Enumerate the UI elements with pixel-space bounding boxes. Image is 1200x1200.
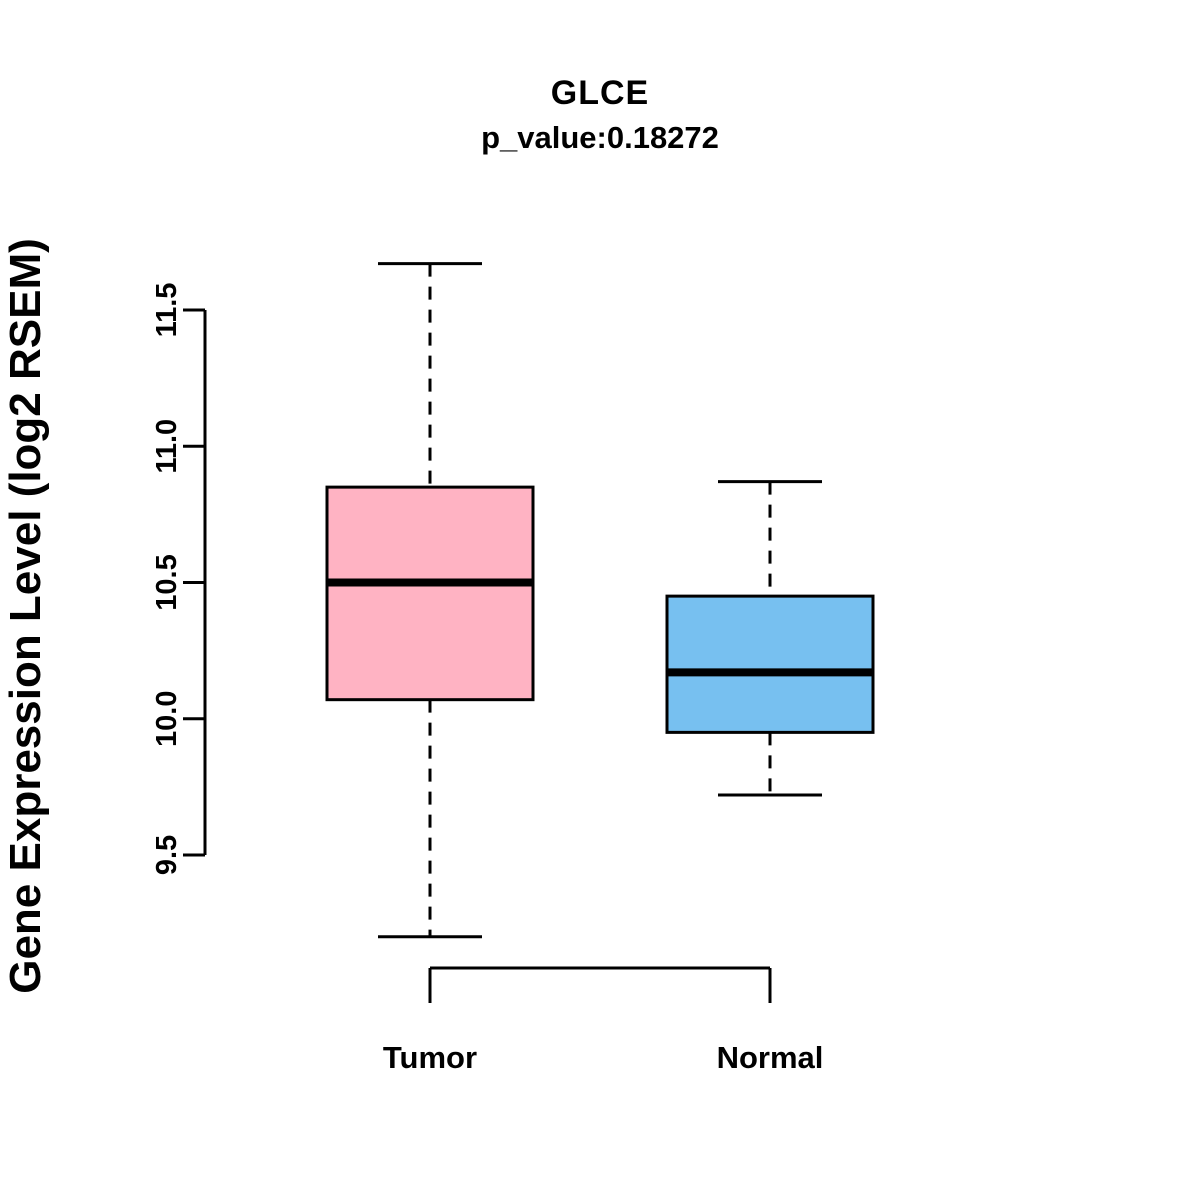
y-tick-label: 11.5 <box>151 283 183 338</box>
tumor-box <box>325 485 535 702</box>
chart-subtitle: p_value:0.18272 <box>481 120 719 155</box>
tumor-label: Tumor <box>383 1040 477 1075</box>
normal-box <box>665 594 875 734</box>
y-tick-label: 9.5 <box>151 835 183 875</box>
normal-label: Normal <box>717 1040 824 1075</box>
y-tick-label: 11.0 <box>151 419 183 474</box>
chart-title: GLCE <box>550 74 650 112</box>
y-tick-label: 10.5 <box>151 554 183 610</box>
y-axis-label: Gene Expression Level (log2 RSEM) <box>1 238 50 994</box>
y-tick-label: 10.0 <box>151 691 183 747</box>
